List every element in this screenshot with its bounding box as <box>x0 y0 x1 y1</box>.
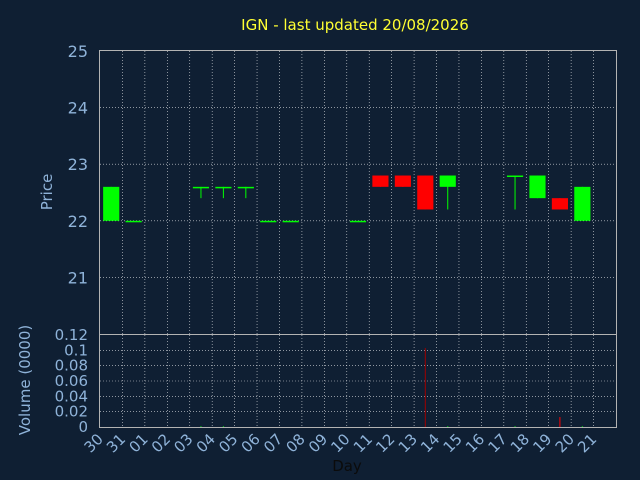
candle-body <box>551 198 568 210</box>
volume-grid <box>100 335 616 427</box>
price-tick-label: 25 <box>68 42 88 61</box>
volume-tick-labels: 00.020.040.060.080.10.12 <box>55 326 88 436</box>
day-tick-labels: 3031010203040506070809101112131415161718… <box>81 430 601 456</box>
candle-body <box>215 186 232 189</box>
candle-body <box>439 175 456 187</box>
volume-tick-label: 0.04 <box>55 387 88 405</box>
volume-frame <box>99 334 617 428</box>
candle-body <box>125 220 142 223</box>
candle-body <box>394 175 411 187</box>
day-tick-label: 21 <box>574 430 600 456</box>
candle-body <box>260 220 277 223</box>
price-tick-labels: 21 22 23 24 25 <box>68 42 88 287</box>
price-tick-label: 23 <box>68 155 88 174</box>
candle-body <box>372 175 389 187</box>
volume-tick-label: 0.08 <box>55 357 88 375</box>
price-tick-label: 21 <box>68 268 88 287</box>
price-grid <box>100 51 616 334</box>
price-axis-label: Price <box>38 174 56 211</box>
volume-tick-label: 0.12 <box>55 326 88 344</box>
volume-axis-label: Volume (0000) <box>16 325 34 435</box>
volume-tick-label: 0 <box>78 418 88 436</box>
price-tick-label: 24 <box>68 99 88 118</box>
candle-body <box>237 186 254 189</box>
volume-tick-label: 0.1 <box>64 341 88 359</box>
candle-body <box>103 186 120 221</box>
candle-body <box>349 220 367 223</box>
candle-body <box>192 186 210 189</box>
candles <box>103 175 591 223</box>
candle-body <box>417 175 434 210</box>
candle-body <box>506 175 524 178</box>
candle-body <box>574 186 591 221</box>
chart-title: IGN - last updated 20/08/2026 <box>241 16 469 34</box>
volume-tick-label: 0.02 <box>55 403 88 421</box>
volume-bars <box>200 348 583 427</box>
x-axis-label: Day <box>332 457 362 475</box>
price-tick-label: 22 <box>68 212 88 231</box>
candle-body <box>282 220 299 223</box>
volume-tick-label: 0.06 <box>55 372 88 390</box>
candle-body <box>529 175 546 199</box>
